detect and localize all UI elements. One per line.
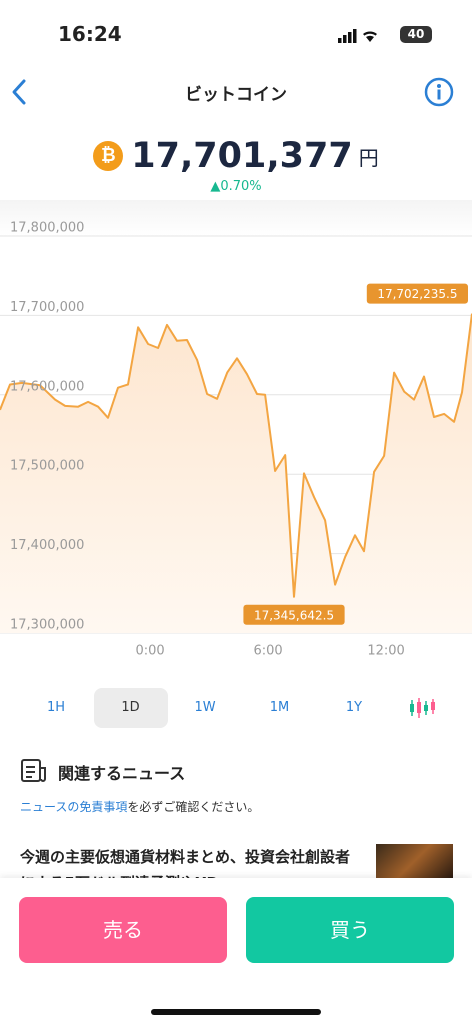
range-option[interactable]: 1Y (345, 700, 363, 715)
article-thumbnail (376, 844, 453, 878)
y-tick-label: 17,500,000 (10, 459, 84, 474)
news-title: 関連するニュース (58, 764, 186, 783)
area (0, 313, 472, 633)
battery: 40 (400, 26, 432, 43)
chart: 17,300,000 17,400,000 17,500,000 17,600,000… (0, 200, 472, 659)
value-label-box (243, 604, 345, 625)
y-tick-label: 17,600,000 (10, 379, 84, 394)
info-button[interactable] (423, 76, 455, 108)
disclaimer: ニュースの免責事項を必ずご確認ください。 (20, 798, 259, 815)
range-option[interactable]: 1W (194, 700, 216, 715)
price-change: ▲0.70% (210, 179, 262, 194)
price-row: ₿ 17,701,377 円 (0, 136, 472, 176)
chart-top-fade (0, 200, 472, 236)
candle-toggle[interactable] (408, 696, 436, 720)
news-article[interactable]: 今週の主要仮想通貨材料まとめ、投資会社創設者による5万ドル到達予測やXR (20, 848, 350, 878)
disclaimer-link[interactable]: ニュースの免責事項 (20, 800, 128, 814)
action-bar: 売る 買う (0, 878, 472, 1024)
x-tick-label: 12:00 (367, 644, 404, 659)
page-title: ビットコイン (185, 85, 287, 105)
y-tick-label: 17,300,000 (10, 618, 84, 633)
value-label-box (366, 283, 468, 304)
value-label: 17,345,642.5 (254, 608, 334, 622)
x-tick-label: 6:00 (253, 644, 282, 659)
buy-button[interactable]: 買う (246, 897, 454, 963)
y-tick-label: 17,700,000 (10, 300, 84, 315)
status-time: 16:24 (58, 22, 122, 46)
range-selector: 1H 1D 1W 1M 1Y (0, 688, 472, 728)
news-icon (21, 759, 46, 782)
y-tick-label: 17,800,000 (10, 221, 84, 236)
line (0, 313, 472, 598)
range-option[interactable]: 1M (269, 700, 290, 715)
price: 17,701,377 (131, 136, 353, 176)
currency: 円 (358, 145, 379, 170)
sell-button[interactable]: 売る (19, 897, 227, 963)
home-indicator (151, 1009, 321, 1015)
x-tick-label: 0:00 (135, 644, 164, 659)
back-button[interactable] (8, 78, 32, 106)
range-option[interactable]: 1H (46, 700, 66, 715)
value-label: 17,702,235.5 (377, 287, 457, 301)
disclaimer-text: を必ずご確認ください。 (127, 800, 260, 814)
range-option[interactable]: 1D (93, 688, 168, 728)
coin-icon: ₿ (93, 141, 124, 171)
status-icons (338, 29, 377, 43)
y-tick-label: 17,400,000 (10, 538, 84, 553)
